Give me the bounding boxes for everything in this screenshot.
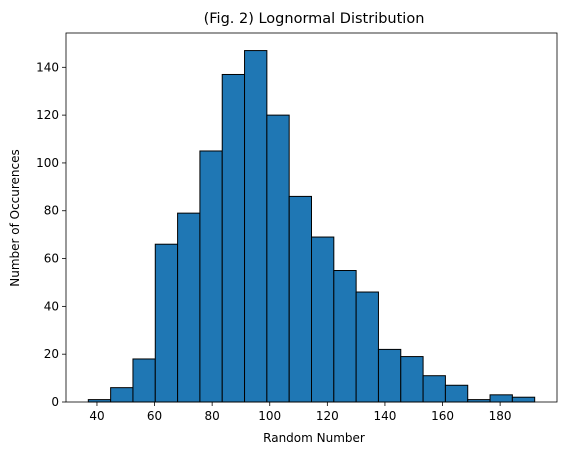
histogram-bar [422, 375, 446, 403]
histogram-bar [377, 348, 402, 403]
histogram-bar [400, 356, 424, 403]
histogram-bar [355, 291, 379, 403]
y-axis-ticks: 0 20 40 60 80 100 120 140 [36, 60, 66, 409]
histogram-bar [199, 150, 223, 403]
y-tick-label: 120 [36, 108, 59, 122]
histogram-bar [177, 212, 201, 403]
histogram-bar [489, 394, 513, 403]
histogram-bar [288, 195, 313, 403]
x-tick-label: 80 [205, 409, 220, 423]
x-tick-label: 140 [373, 409, 396, 423]
y-tick-label: 20 [44, 347, 59, 361]
y-tick-label: 80 [44, 204, 59, 218]
histogram-bar [244, 50, 268, 403]
y-tick-label: 60 [44, 252, 59, 266]
y-tick-label: 40 [44, 299, 59, 313]
histogram-bar [333, 270, 357, 403]
x-axis-title: Random Number [263, 431, 365, 445]
histogram-bar [311, 236, 335, 403]
y-tick-label: 0 [51, 395, 59, 409]
x-tick-label: 60 [147, 409, 162, 423]
x-tick-label: 180 [489, 409, 512, 423]
bars-group [87, 50, 536, 403]
histogram-bar [154, 243, 179, 403]
x-tick-label: 160 [431, 409, 454, 423]
x-tick-label: 100 [258, 409, 281, 423]
plot-frame [65, 32, 558, 403]
histogram-bar [221, 73, 246, 403]
y-tick-label: 140 [36, 60, 59, 74]
x-tick-label: 120 [316, 409, 339, 423]
y-axis-title: Number of Occurences [8, 149, 22, 287]
x-axis-ticks: 40 60 80 100 120 140 160 180 [89, 402, 512, 423]
y-tick-label: 100 [36, 156, 59, 170]
histogram-bar [132, 358, 156, 403]
histogram-bar [444, 384, 469, 403]
x-tick-label: 40 [89, 409, 104, 423]
histogram-bar [110, 387, 134, 403]
histogram-bar [266, 114, 290, 403]
histogram-bar [511, 396, 536, 403]
chart-title: (Fig. 2) Lognormal Distribution [204, 11, 425, 27]
